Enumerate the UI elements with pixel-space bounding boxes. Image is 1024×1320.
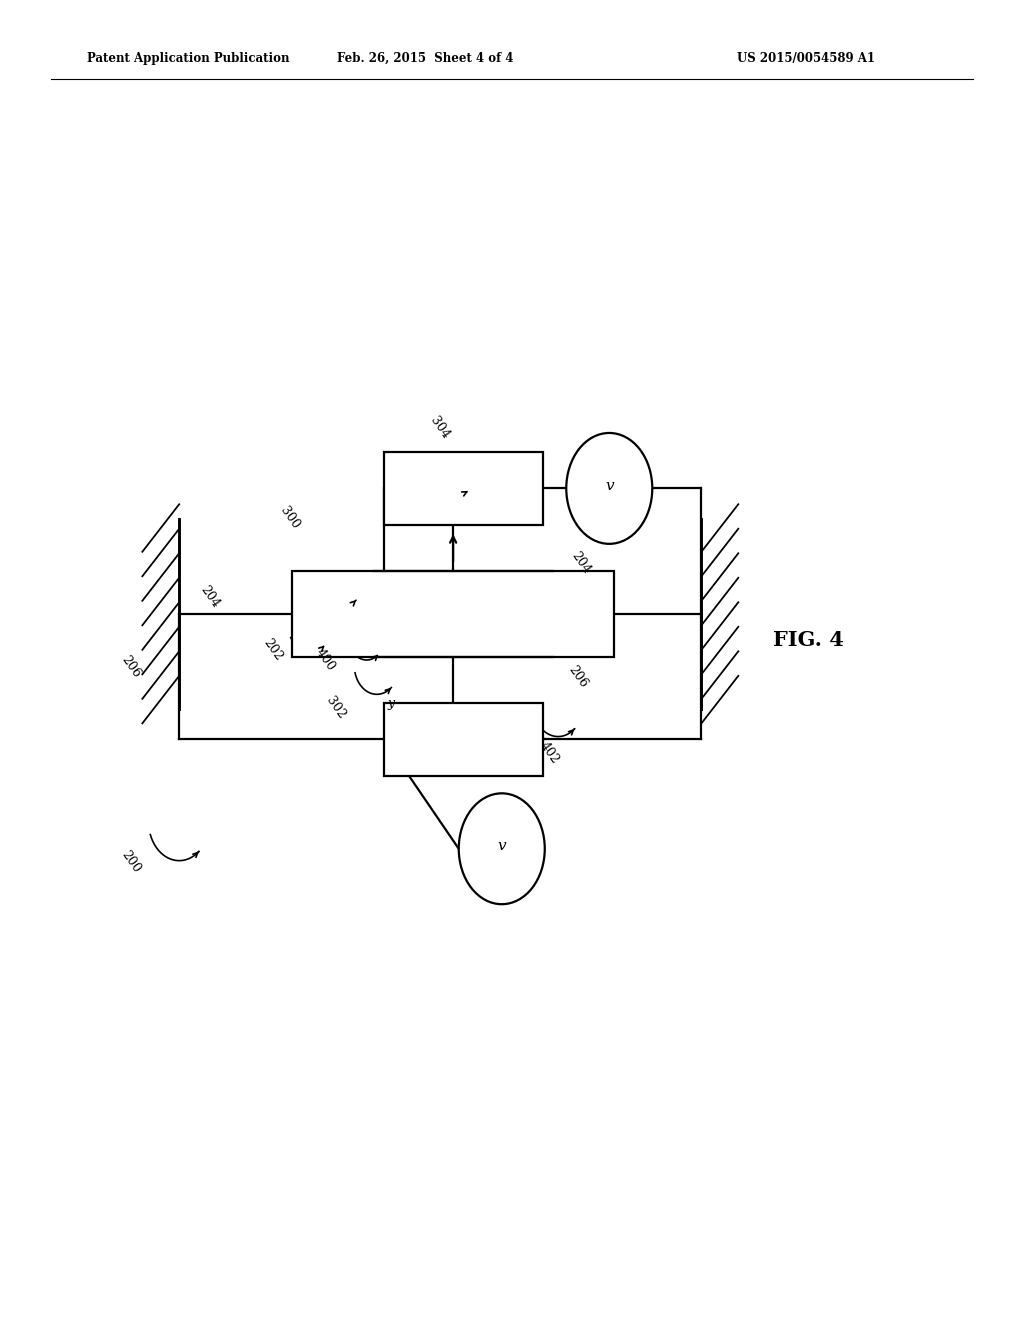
Text: US 2015/0054589 A1: US 2015/0054589 A1 [737, 51, 876, 65]
Bar [384, 451, 543, 524]
Text: 204: 204 [198, 583, 222, 610]
Text: 300: 300 [278, 504, 302, 531]
Text: 304: 304 [428, 414, 453, 441]
Text: Feb. 26, 2015  Sheet 4 of 4: Feb. 26, 2015 Sheet 4 of 4 [337, 51, 513, 65]
Text: 206: 206 [119, 653, 143, 680]
Text: 302: 302 [324, 694, 348, 721]
Circle shape [459, 793, 545, 904]
Text: 204: 204 [568, 549, 593, 576]
Text: 402: 402 [538, 739, 562, 766]
Text: Patent Application Publication: Patent Application Publication [87, 51, 290, 65]
Text: v: v [605, 479, 613, 492]
Text: 200: 200 [119, 849, 143, 875]
Bar [384, 702, 543, 776]
Text: FIG. 4: FIG. 4 [773, 630, 844, 651]
Circle shape [566, 433, 652, 544]
Text: 206: 206 [565, 664, 590, 690]
Text: v: v [498, 840, 506, 853]
Bar [292, 570, 614, 656]
Text: 400: 400 [313, 647, 338, 673]
Text: 202: 202 [260, 636, 285, 663]
Text: y: y [387, 697, 394, 710]
